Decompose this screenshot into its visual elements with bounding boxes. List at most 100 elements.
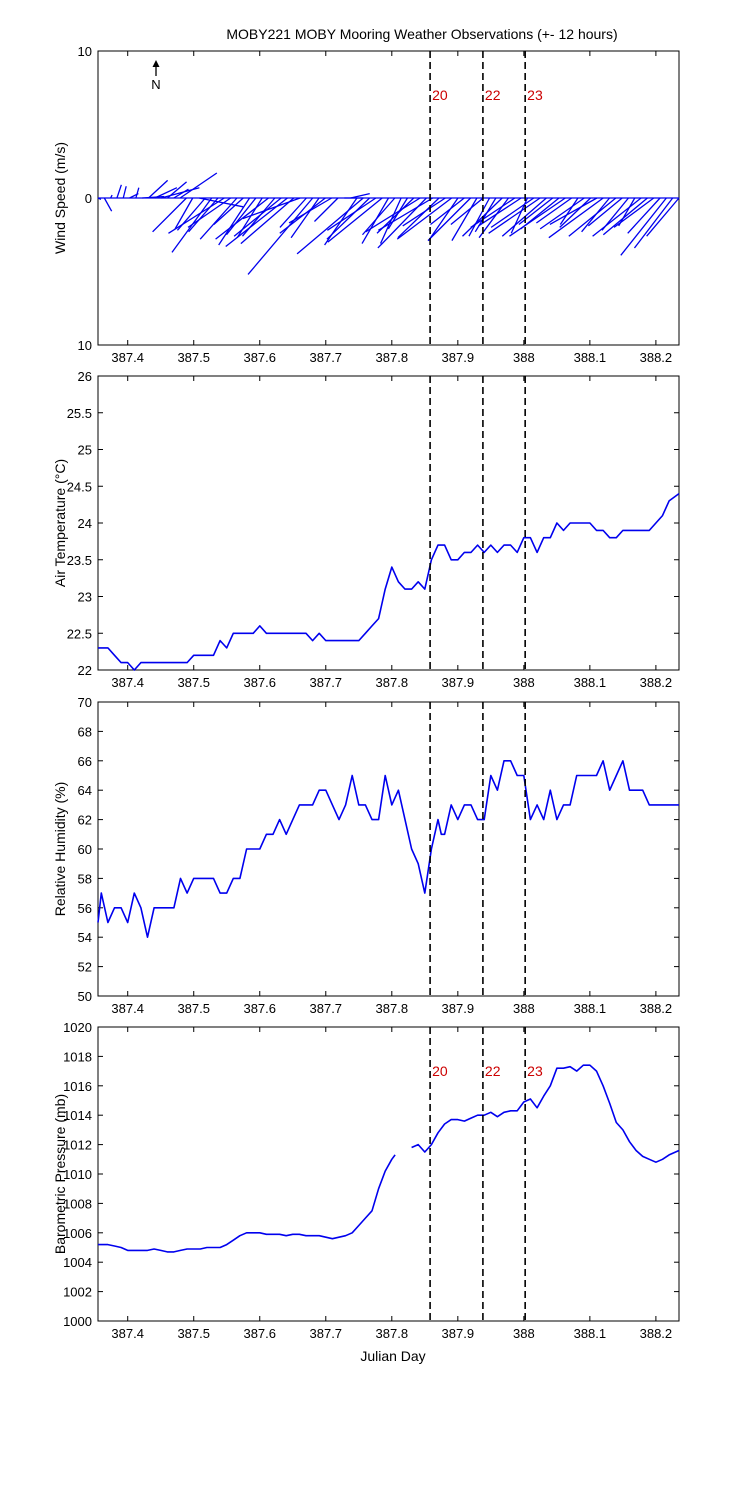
- x-tick-label: 387.8: [376, 1001, 409, 1016]
- wind-vector: [427, 197, 472, 242]
- y-tick-label: 1002: [63, 1285, 92, 1300]
- wind-vector: [240, 197, 295, 245]
- x-tick-label: 387.5: [177, 675, 210, 690]
- wind-vector: [247, 197, 314, 275]
- y-tick-label: 10: [78, 44, 92, 59]
- wind-vector: [154, 187, 178, 199]
- x-tick-label: 387.6: [243, 350, 276, 365]
- wind-vector: [478, 197, 522, 227]
- wind-vector: [613, 197, 655, 228]
- wind-vector: [509, 197, 566, 237]
- y-tick-label: 1014: [63, 1108, 92, 1123]
- wind-vector: [103, 197, 113, 212]
- x-tick-label: 388.1: [574, 350, 607, 365]
- wind-vector: [167, 181, 187, 199]
- wind-vector: [213, 197, 244, 225]
- x-tick-label: 388.1: [574, 1326, 607, 1341]
- event-marker-label: 23: [527, 87, 543, 103]
- wind-vector: [587, 197, 623, 227]
- event-marker-label: 20: [432, 87, 448, 103]
- wind-vector: [548, 197, 604, 239]
- event-marker-label: 20: [432, 1063, 448, 1079]
- wind-vector: [450, 197, 484, 225]
- y-tick-label: 70: [78, 695, 92, 710]
- wind-vector: [468, 197, 491, 237]
- x-tick-label: 387.4: [111, 1326, 144, 1341]
- wind-vector: [535, 197, 573, 224]
- y-tick-label: 1004: [63, 1255, 92, 1270]
- x-tick-label: 388: [513, 1001, 535, 1016]
- plot-frame: [97, 701, 680, 997]
- x-tick-label: 388: [513, 1326, 535, 1341]
- y-tick-label: 25: [78, 443, 92, 458]
- x-tick-label: 388.2: [640, 350, 673, 365]
- figure-title: MOBY221 MOBY Mooring Weather Observation…: [226, 26, 617, 42]
- wind-vector: [152, 197, 187, 233]
- y-tick-label: 64: [78, 783, 92, 798]
- wind-vector: [430, 197, 465, 225]
- x-tick-label: 388.1: [574, 1001, 607, 1016]
- event-marker-label: 23: [527, 1063, 543, 1079]
- wind-vector: [97, 197, 102, 201]
- x-tick-label: 387.8: [376, 350, 409, 365]
- x-tick-label: 387.9: [442, 1001, 475, 1016]
- wind-vector: [627, 197, 661, 234]
- wind-vector: [288, 197, 332, 224]
- wind-vector: [602, 197, 648, 236]
- y-tick-label: 10: [78, 338, 92, 353]
- y-tick-label: 1012: [63, 1138, 92, 1153]
- y-tick-label: 23: [78, 590, 92, 605]
- wind-vector: [633, 197, 674, 249]
- x-tick-label: 387.4: [111, 1001, 144, 1016]
- wind-vector: [242, 197, 301, 220]
- y-tick-label: 23.5: [67, 553, 92, 568]
- y-tick-label: 26: [78, 369, 92, 384]
- y-tick-label: 0: [85, 191, 92, 206]
- plot-frame: [97, 375, 680, 671]
- wind-vector: [179, 172, 218, 199]
- wind-vector: [470, 197, 516, 228]
- x-tick-label: 388.2: [640, 1326, 673, 1341]
- plot-frame: [97, 1026, 680, 1322]
- y-axis-label: Barometric Pressure (mb): [52, 1094, 68, 1254]
- wind-vector: [646, 197, 680, 237]
- panel-barometric_pressure: 387.4 387.5 387.6 387.7 387.8 387.9 388 388.1 38…: [52, 1020, 680, 1341]
- x-tick-label: 387.5: [177, 1326, 210, 1341]
- x-tick-label: 387.8: [376, 1326, 409, 1341]
- panel-air_temperature: 387.4 387.5 387.6 387.7 387.8 387.9 388 388.1 38…: [52, 369, 680, 690]
- x-tick-label: 387.6: [243, 1326, 276, 1341]
- y-axis-label: Relative Humidity (%): [52, 782, 68, 917]
- y-tick-label: 1010: [63, 1167, 92, 1182]
- x-tick-label: 387.6: [243, 675, 276, 690]
- x-tick-label: 387.7: [310, 350, 343, 365]
- wind-vector: [377, 197, 434, 231]
- wind-vector: [188, 197, 219, 233]
- wind-vector: [559, 197, 579, 225]
- wind-vector: [326, 197, 371, 240]
- y-tick-label: 25.5: [67, 406, 92, 421]
- x-tick-label: 388.2: [640, 1001, 673, 1016]
- y-tick-label: 56: [78, 901, 92, 916]
- wind-vector: [135, 187, 140, 199]
- y-tick-label: 60: [78, 842, 92, 857]
- x-tick-label: 388: [513, 350, 535, 365]
- x-tick-label: 387.6: [243, 1001, 276, 1016]
- x-tick-label: 387.9: [442, 675, 475, 690]
- wind-vector: [215, 197, 269, 240]
- wind-vector: [488, 197, 541, 234]
- wind-vector: [187, 197, 231, 228]
- wind-vector: [539, 197, 585, 230]
- wind-vector: [148, 179, 169, 199]
- x-tick-label: 387.7: [310, 1001, 343, 1016]
- x-tick-label: 387.9: [442, 1326, 475, 1341]
- north-arrow-icon: [152, 60, 160, 67]
- wind-vector: [559, 197, 592, 228]
- y-tick-label: 66: [78, 754, 92, 769]
- y-tick-label: 1016: [63, 1079, 92, 1094]
- wind-vector: [350, 192, 370, 199]
- wind-vector: [142, 195, 165, 199]
- wind-vector: [199, 197, 238, 240]
- y-tick-label: 68: [78, 724, 92, 739]
- wind-vector: [296, 197, 364, 255]
